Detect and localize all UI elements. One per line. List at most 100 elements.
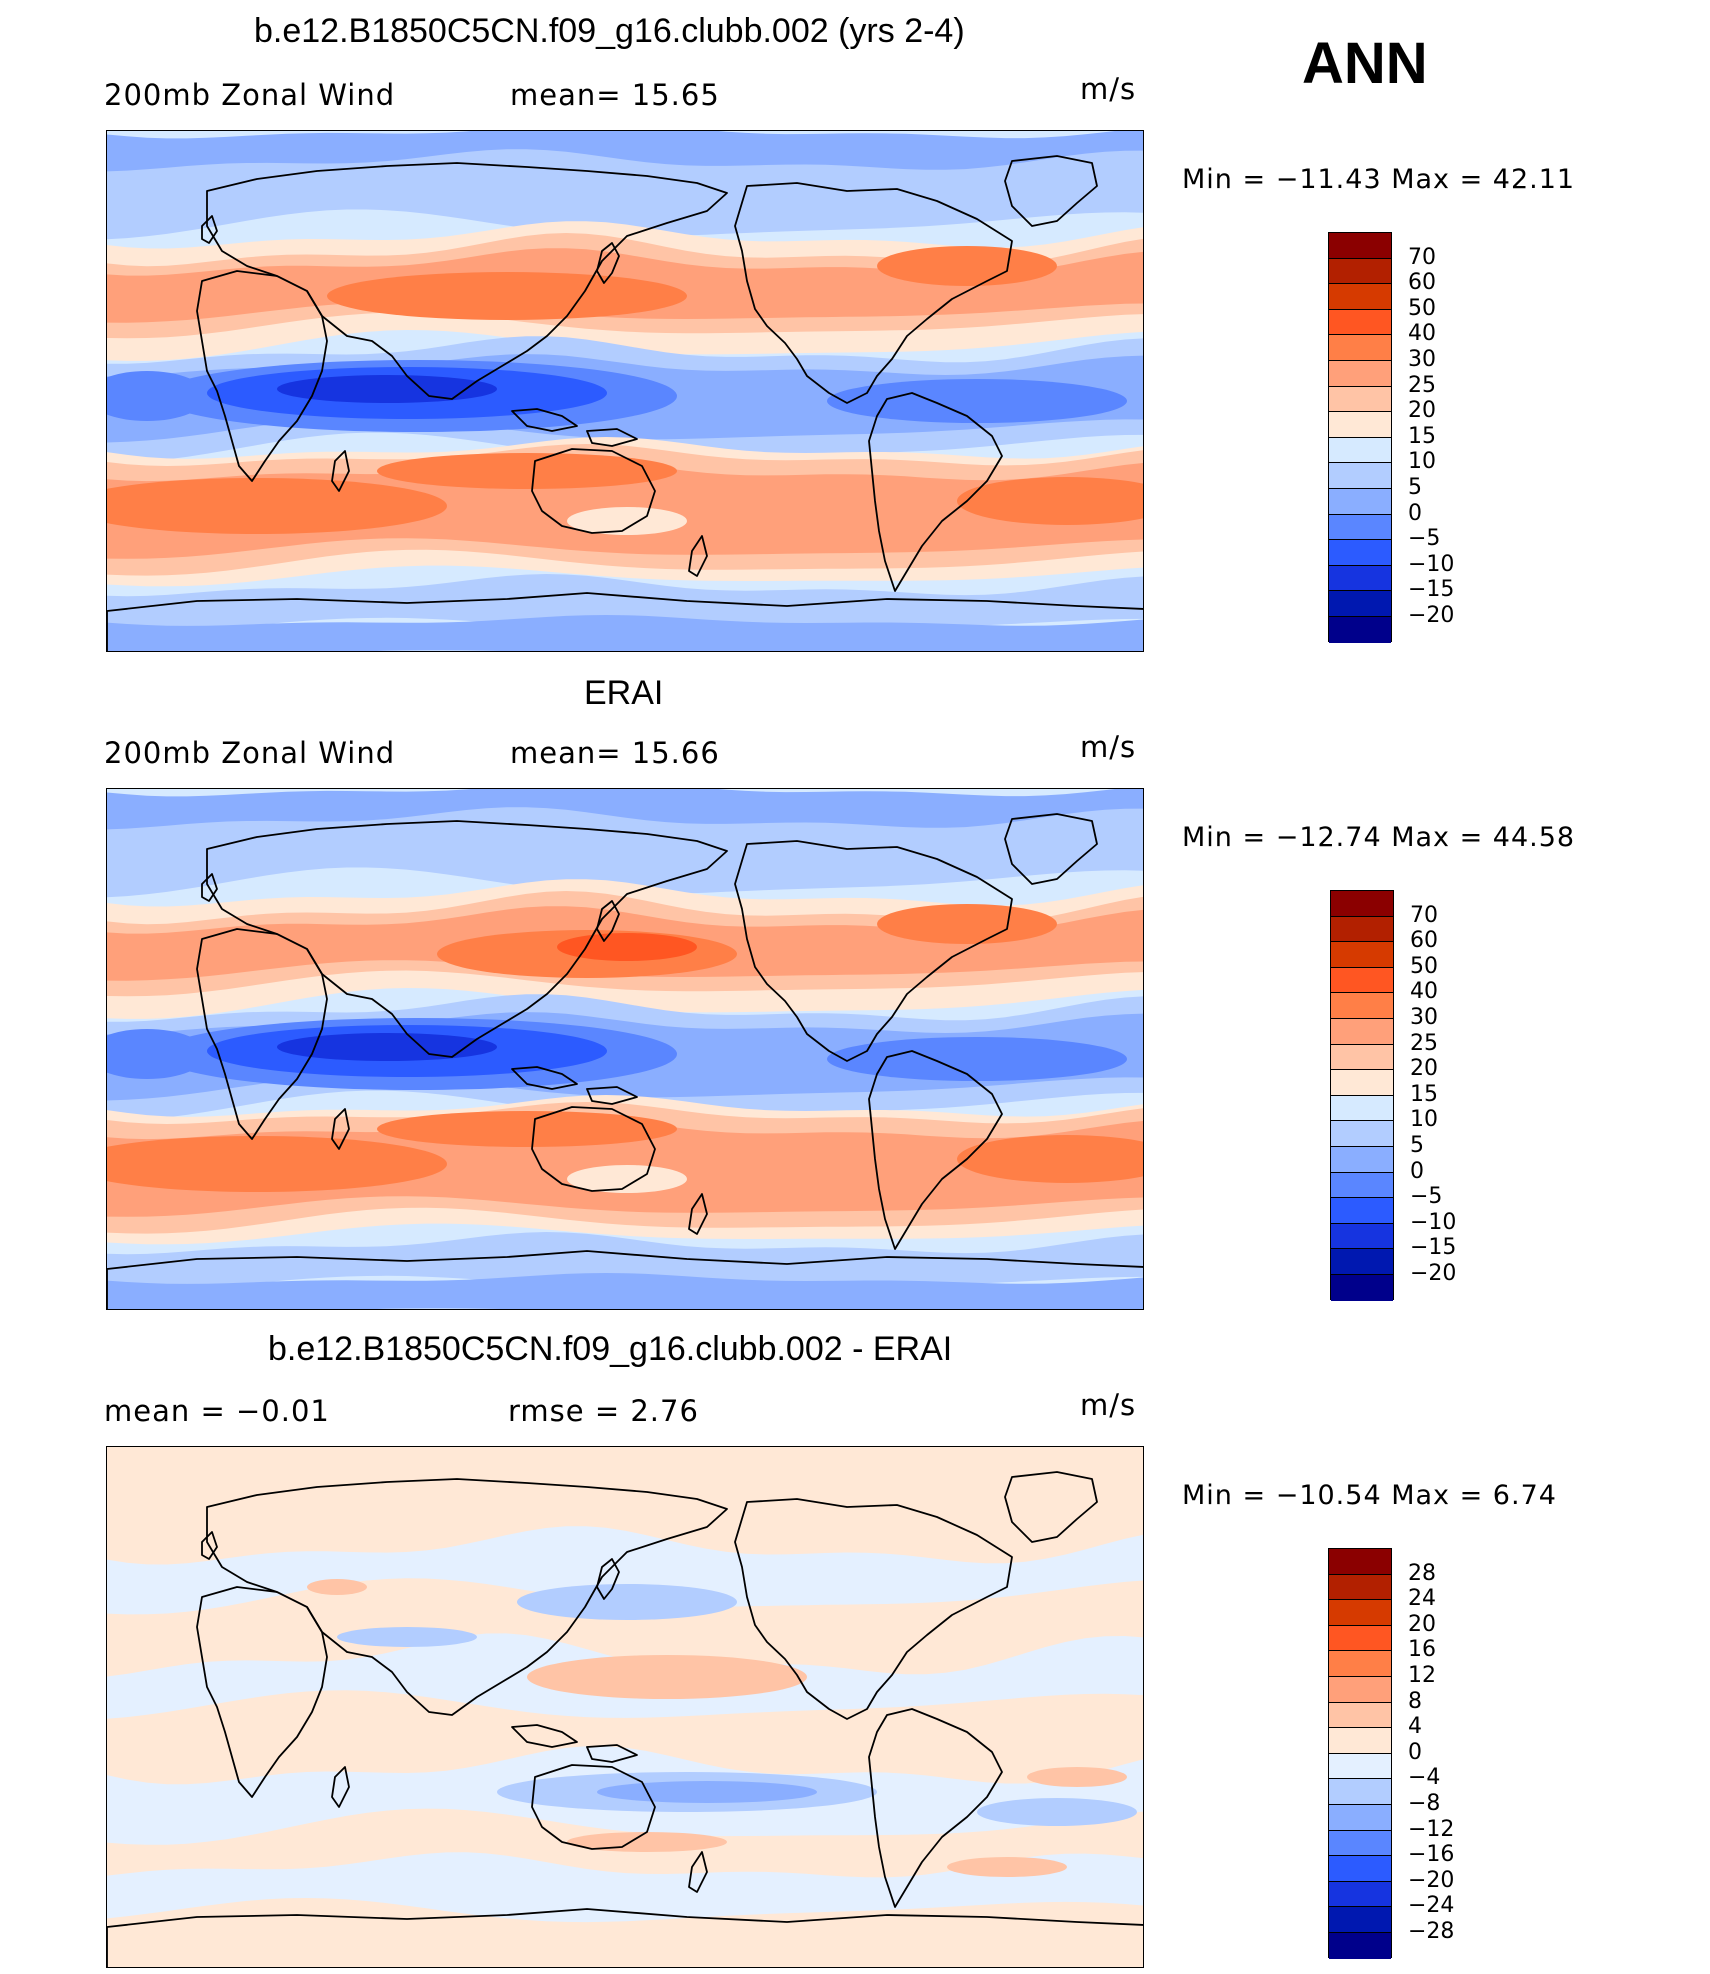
colorbar-tick-label: 28 — [1408, 1560, 1436, 1586]
colorbar-swatch — [1331, 1121, 1393, 1147]
panel3-title: b.e12.B1850C5CN.f09_g16.clubb.002 - ERAI — [268, 1330, 953, 1368]
colorbar-tick-label: 15 — [1410, 1081, 1438, 1107]
colorbar-swatch — [1331, 1044, 1393, 1071]
colorbar-swatch — [1331, 1146, 1393, 1173]
island-outline — [511, 1066, 578, 1090]
coastline — [107, 1250, 1143, 1309]
colorbar-swatch — [1331, 1274, 1393, 1301]
sh-jet-max-west — [107, 478, 447, 534]
colorbar-tick-label: 25 — [1408, 372, 1436, 398]
panel1-mean-label: mean= 15.65 — [510, 78, 720, 112]
island-outline — [688, 1851, 708, 1893]
colorbar-swatch — [1329, 1932, 1391, 1959]
colorbar-swatch — [1329, 540, 1391, 566]
colorbar-tick-label: −16 — [1408, 1842, 1455, 1868]
colorbar-swatch — [1329, 1651, 1391, 1677]
sh-jet-max-east — [957, 477, 1143, 525]
coastline — [531, 1106, 656, 1192]
island-outline — [688, 535, 708, 577]
colorbar-swatch — [1331, 1070, 1393, 1096]
sh-jet-gap — [567, 507, 687, 535]
colorbar-swatch — [1329, 386, 1391, 413]
diff-pos-south — [567, 1832, 727, 1852]
island-outline — [511, 1724, 578, 1748]
island-outline — [586, 1744, 638, 1763]
band-south-weak — [107, 1273, 1143, 1309]
panel3-map — [106, 1446, 1144, 1968]
island-outline — [201, 215, 218, 244]
colorbar-swatch — [1329, 437, 1391, 464]
coastline — [734, 182, 1013, 404]
colorbar-swatch — [1329, 258, 1391, 285]
coastline — [206, 820, 728, 1058]
colorbar-tick-label: −10 — [1408, 551, 1455, 577]
wind-field-plot — [107, 789, 1143, 1309]
panel2-units: m/s — [1080, 730, 1137, 764]
panel1-minmax: Min = −11.43 Max = 42.11 — [1182, 164, 1576, 195]
island-outline — [201, 873, 218, 902]
colorbar-swatch — [1331, 891, 1393, 917]
island-outline — [511, 408, 578, 432]
coastline — [1004, 1471, 1098, 1543]
colorbar-swatch — [1331, 1172, 1393, 1199]
band-south-weak — [107, 615, 1143, 651]
island-outline — [331, 450, 350, 492]
island-outline — [331, 1766, 350, 1808]
colorbar-tick-label: 50 — [1408, 295, 1436, 321]
panel2-minmax: Min = −12.74 Max = 44.58 — [1182, 822, 1576, 853]
colorbar-swatch — [1329, 1881, 1391, 1908]
island-outline — [586, 428, 638, 447]
nh-jet-peak — [557, 933, 697, 961]
colorbar-swatch — [1329, 488, 1391, 515]
colorbar-tick-label: 12 — [1408, 1663, 1436, 1688]
coastline — [107, 1908, 1143, 1967]
panel3-minmax: Min = −10.54 Max = 6.74 — [1182, 1480, 1557, 1511]
coastlines — [107, 155, 1143, 651]
panel1-left-label: 200mb Zonal Wind — [104, 78, 396, 112]
colorbar-tick-label: −28 — [1408, 1919, 1455, 1944]
panel2-mean-label: mean= 15.66 — [510, 736, 720, 770]
island-outline — [201, 1531, 218, 1560]
colorbar-tick-label: 10 — [1408, 449, 1436, 475]
colorbar-swatch — [1331, 1018, 1393, 1045]
colorbar-tick-label: −12 — [1408, 1816, 1455, 1842]
colorbar-swatch — [1329, 1728, 1391, 1754]
panel1-map — [106, 130, 1144, 652]
colorbar-tick-label: 24 — [1408, 1586, 1436, 1612]
colorbar-swatch — [1329, 1753, 1391, 1780]
panel1-units: m/s — [1080, 72, 1137, 106]
colorbar-tick-label: 50 — [1410, 953, 1438, 979]
colorbar-swatch — [1331, 942, 1393, 968]
colorbar-boxes — [1328, 232, 1392, 643]
colorbar-tick-label: −5 — [1408, 526, 1441, 552]
panel2-left-label: 200mb Zonal Wind — [104, 736, 396, 770]
colorbar-swatch — [1329, 1600, 1391, 1626]
colorbar-tick-label: 40 — [1410, 979, 1438, 1005]
colorbar-swatch — [1329, 1856, 1391, 1882]
island-outline — [688, 1193, 708, 1235]
colorbar-tick-label: 25 — [1410, 1030, 1438, 1056]
colorbar-swatch — [1331, 916, 1393, 943]
easterly-atlantic — [827, 1037, 1127, 1081]
colorbar-boxes — [1330, 890, 1394, 1301]
colorbar-swatch — [1331, 1223, 1393, 1250]
coastlines — [107, 813, 1143, 1309]
colorbar-tick-label: 30 — [1408, 347, 1436, 372]
panel3-mean-label: mean = −0.01 — [104, 1394, 330, 1428]
colorbar-swatch — [1329, 233, 1391, 259]
colorbar-swatch — [1329, 514, 1391, 541]
colorbar-tick-label: 20 — [1408, 398, 1436, 424]
colorbar-tick-label: 5 — [1410, 1133, 1424, 1158]
panel1-title: b.e12.B1850C5CN.f09_g16.clubb.002 (yrs 2… — [254, 12, 965, 50]
diff-pos-se — [947, 1857, 1067, 1877]
difference-field-plot — [107, 1447, 1143, 1967]
colorbar-swatch — [1329, 565, 1391, 592]
colorbar-tick-label: 0 — [1410, 1158, 1424, 1184]
band-north-light — [107, 149, 1143, 240]
colorbar-tick-label: −20 — [1410, 1261, 1457, 1286]
season-label: ANN — [1302, 31, 1428, 96]
colorbar-swatch — [1329, 412, 1391, 438]
diff-pos-east — [1027, 1767, 1127, 1787]
colorbar-tick-label: 30 — [1410, 1005, 1438, 1030]
coastline — [868, 1708, 1003, 1908]
